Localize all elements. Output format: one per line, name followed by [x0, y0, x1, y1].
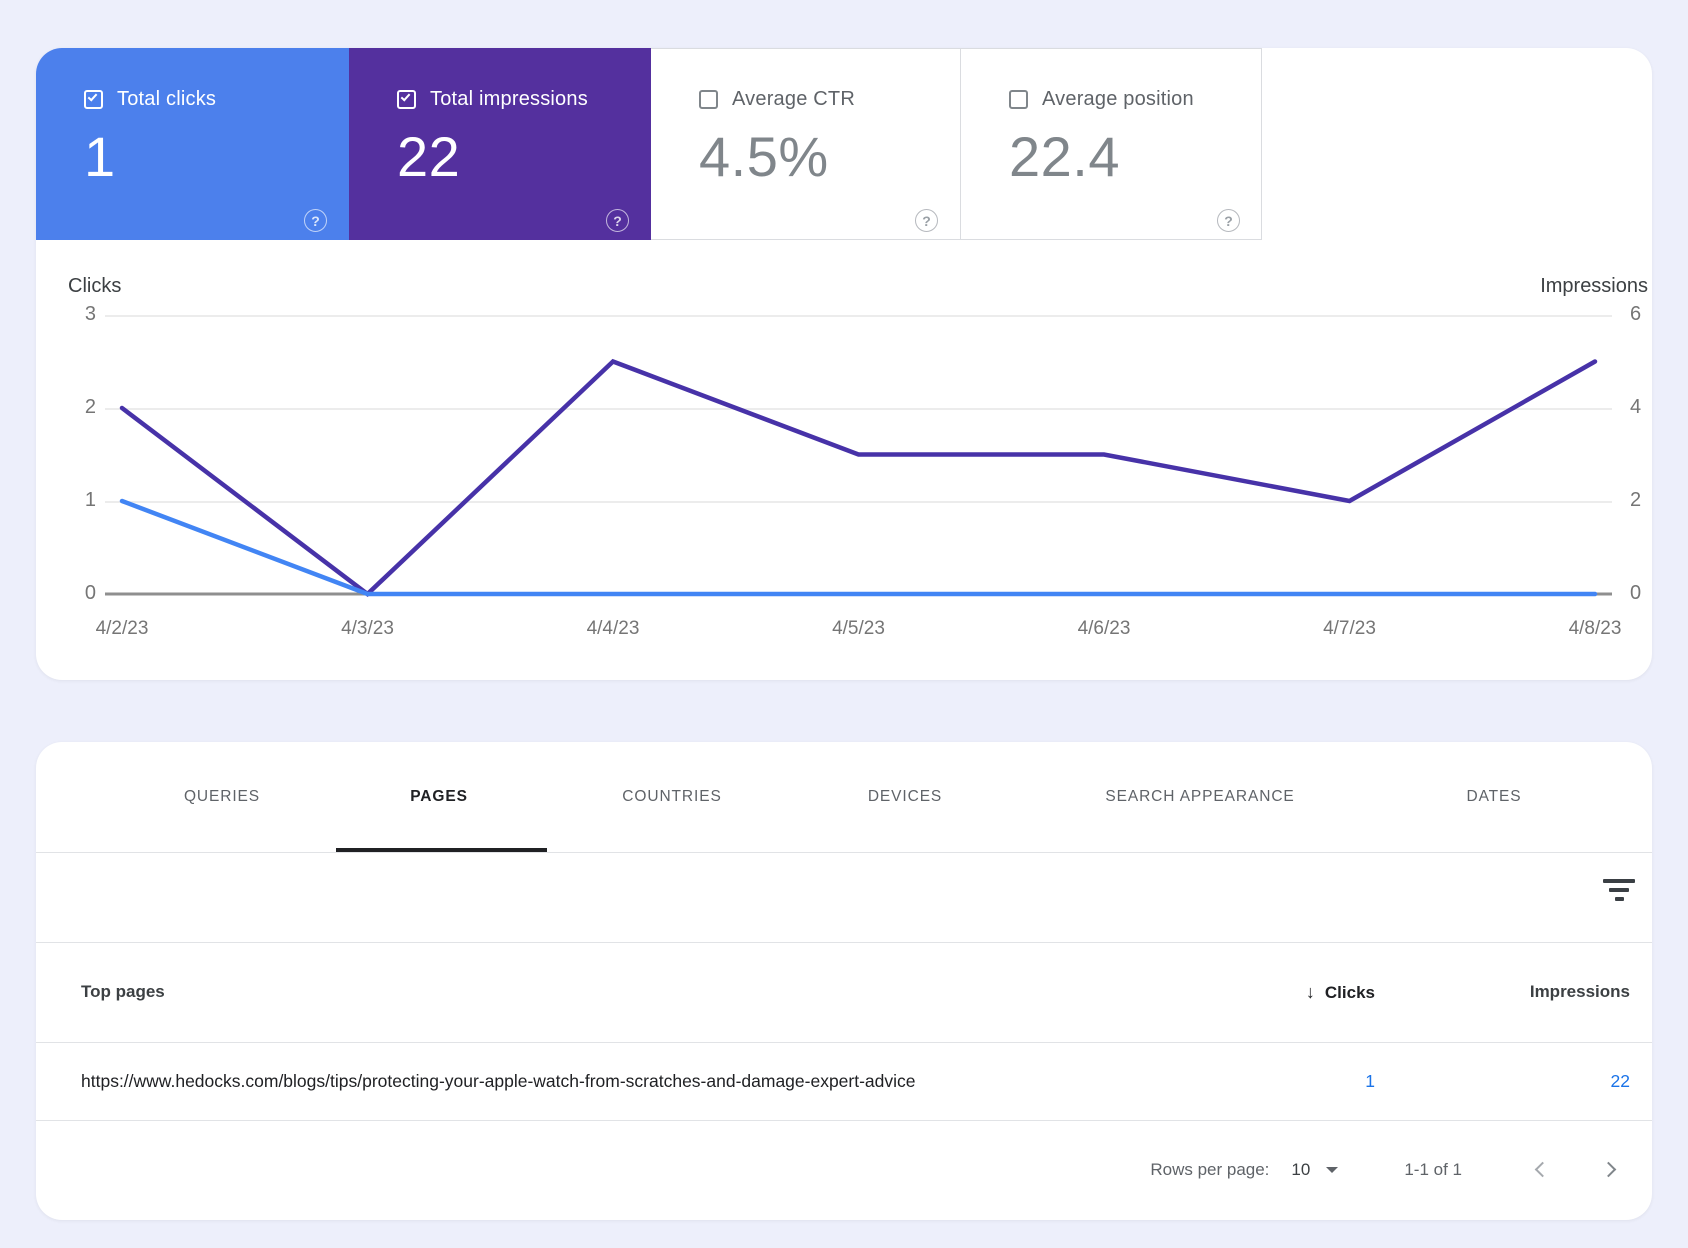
average-position-label: Average position: [1042, 88, 1194, 110]
gridline: [105, 315, 1612, 317]
tab-queries[interactable]: QUERIES: [183, 788, 261, 805]
left-axis-tick: 2: [84, 396, 96, 418]
tab-dates[interactable]: DATES: [1466, 788, 1522, 805]
top-pages-column-header[interactable]: Top pages: [81, 982, 165, 1001]
left-axis-tick: 3: [84, 303, 96, 325]
unselected-metric-cards: [651, 48, 1262, 240]
average-ctr-value: 4.5%: [699, 125, 829, 188]
help-icon[interactable]: ?: [915, 209, 938, 232]
metric-cards-row: Total clicks 1 ? Total impressions 22 ? …: [36, 48, 1652, 240]
right-axis-tick: 6: [1630, 303, 1642, 325]
divider: [36, 852, 1652, 853]
total-clicks-label: Total clicks: [117, 88, 217, 110]
x-axis-date-label: 4/5/23: [832, 618, 885, 639]
table-row[interactable]: https://www.hedocks.com/blogs/tips/prote…: [36, 1042, 1652, 1120]
total-clicks-value: 1: [84, 125, 116, 188]
dropdown-arrow-icon[interactable]: [1326, 1167, 1339, 1173]
left-axis-title: Clicks: [68, 275, 122, 297]
right-axis-tick: 2: [1630, 489, 1642, 511]
checked-checkbox-icon[interactable]: [397, 90, 416, 109]
gridline: [105, 501, 1612, 503]
filter-icon[interactable]: [1601, 877, 1637, 903]
dimensions-table-card: QUERIES PAGES COUNTRIES DEVICES SEARCH A…: [36, 742, 1652, 1220]
pagination-range-label: 1-1 of 1: [1404, 1160, 1462, 1179]
help-icon[interactable]: ?: [1217, 209, 1240, 232]
x-axis-date-label: 4/6/23: [1077, 618, 1131, 639]
row-impressions-value: 22: [1610, 1070, 1630, 1091]
total-impressions-value: 22: [397, 125, 461, 188]
left-axis-tick: 1: [84, 489, 96, 511]
x-axis-date-label: 4/4/23: [586, 618, 640, 639]
impressions-line: [119, 358, 1598, 597]
impressions-column-header[interactable]: Impressions: [1529, 982, 1630, 1001]
table-header-row: Top pages ↓ Clicks Impressions: [36, 942, 1652, 1042]
x-axis-date-label: 4/8/23: [1568, 618, 1622, 639]
x-axis-date-label: 4/3/23: [341, 618, 394, 639]
checked-checkbox-icon[interactable]: [84, 90, 103, 109]
tab-pages[interactable]: PAGES: [410, 788, 468, 805]
table-pagination-footer: Rows per page: 10 1-1 of 1: [36, 1120, 1652, 1220]
help-icon[interactable]: ?: [606, 209, 629, 232]
average-position-value: 22.4: [1009, 125, 1120, 188]
rows-per-page-select[interactable]: 10: [1291, 1160, 1311, 1179]
page-url-link[interactable]: https://www.hedocks.com/blogs/tips/prote…: [81, 1070, 916, 1091]
tab-devices[interactable]: DEVICES: [867, 788, 943, 805]
help-icon[interactable]: ?: [304, 209, 327, 232]
next-page-icon[interactable]: [1594, 1153, 1628, 1187]
tab-search-appearance[interactable]: SEARCH APPEARANCE: [1105, 788, 1295, 805]
clicks-column-header[interactable]: ↓ Clicks: [1305, 981, 1375, 1002]
previous-page-icon[interactable]: [1524, 1153, 1558, 1187]
divider: [36, 1120, 1652, 1121]
row-clicks-value: 1: [1365, 1070, 1375, 1091]
rows-per-page-label: Rows per page:: [1150, 1160, 1270, 1179]
divider: [36, 942, 1652, 943]
unchecked-checkbox-icon[interactable]: [1009, 90, 1028, 109]
sort-descending-icon: ↓: [1305, 981, 1315, 1002]
gridline: [105, 408, 1612, 410]
average-position-card[interactable]: Average position 22.4 ?: [960, 48, 1262, 240]
right-axis-tick: 4: [1630, 396, 1642, 418]
average-ctr-label: Average CTR: [732, 88, 855, 110]
right-axis-tick: 0: [1630, 582, 1642, 604]
total-impressions-card[interactable]: Total impressions 22 ?: [349, 48, 651, 240]
total-impressions-label: Total impressions: [430, 88, 588, 110]
x-axis-date-label: 4/7/23: [1323, 618, 1376, 639]
active-tab-underline: [336, 848, 547, 852]
average-ctr-card[interactable]: Average CTR 4.5% ?: [651, 48, 960, 240]
performance-chart-card: Total clicks 1 ? Total impressions 22 ? …: [36, 48, 1652, 680]
total-clicks-card[interactable]: Total clicks 1 ?: [36, 48, 349, 240]
line-chart-plot: [105, 358, 1612, 597]
unchecked-checkbox-icon[interactable]: [699, 90, 718, 109]
left-axis-tick: 0: [84, 582, 96, 604]
divider: [36, 1042, 1652, 1043]
right-axis-title: Impressions: [1540, 275, 1648, 297]
x-axis-date-label: 4/2/23: [95, 618, 149, 639]
clicks-line: [119, 498, 1598, 597]
tab-countries[interactable]: COUNTRIES: [622, 788, 722, 805]
